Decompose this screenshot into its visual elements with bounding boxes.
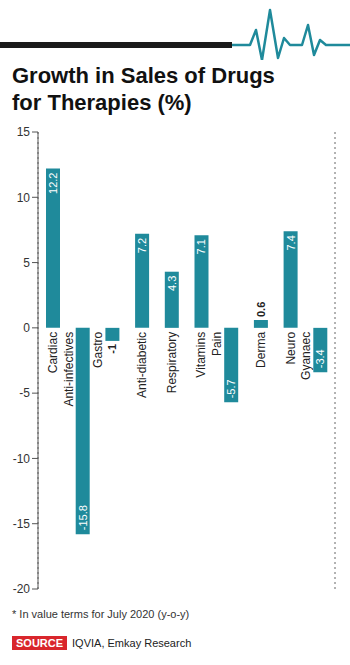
svg-text:-3.4: -3.4 [314, 349, 326, 368]
svg-text:-15: -15 [13, 517, 31, 531]
svg-text:-20: -20 [13, 582, 31, 596]
html-text:SOURCE: SOURCE [16, 637, 64, 649]
svg-text:-1: -1 [106, 344, 118, 354]
svg-text:Neuro: Neuro [284, 332, 298, 365]
svg-text:Pain: Pain [210, 332, 224, 356]
svg-text:12.2: 12.2 [47, 173, 59, 194]
svg-text:4.3: 4.3 [166, 276, 178, 291]
svg-text:Anti-infectives: Anti-infectives [62, 332, 76, 407]
html-text:Growth in Sales of Drugs for T: Growth in Sales of Drugs for Therapies (… [12, 63, 275, 115]
svg-text:15: 15 [17, 125, 31, 139]
svg-text:-5: -5 [19, 386, 30, 400]
svg-text:Respiratory: Respiratory [165, 332, 179, 393]
svg-text:Vitamins: Vitamins [195, 332, 209, 378]
svg-text:7.4: 7.4 [285, 235, 297, 250]
svg-text:Anti-diabetic: Anti-diabetic [135, 332, 149, 398]
svg-text:7.2: 7.2 [136, 238, 148, 253]
svg-text:-5.7: -5.7 [225, 379, 237, 398]
svg-text:0: 0 [23, 321, 30, 335]
svg-text:Cardiac: Cardiac [46, 332, 60, 373]
svg-text:Gastro: Gastro [91, 332, 105, 368]
svg-text:5: 5 [23, 256, 30, 270]
svg-text:10: 10 [17, 191, 31, 205]
svg-text:0.6: 0.6 [255, 302, 267, 317]
svg-text:Gyanaec: Gyanaec [299, 332, 313, 380]
svg-text:-10: -10 [13, 452, 31, 466]
html-text:IQVIA, Emkay Research: IQVIA, Emkay Research [72, 637, 192, 649]
svg-text:-15.8: -15.8 [77, 505, 89, 530]
svg-text:7.1: 7.1 [196, 239, 208, 254]
html-text:* In value terms for July 2020: * In value terms for July 2020 (y-o-y) [12, 608, 190, 620]
svg-text:Derma: Derma [254, 332, 268, 368]
